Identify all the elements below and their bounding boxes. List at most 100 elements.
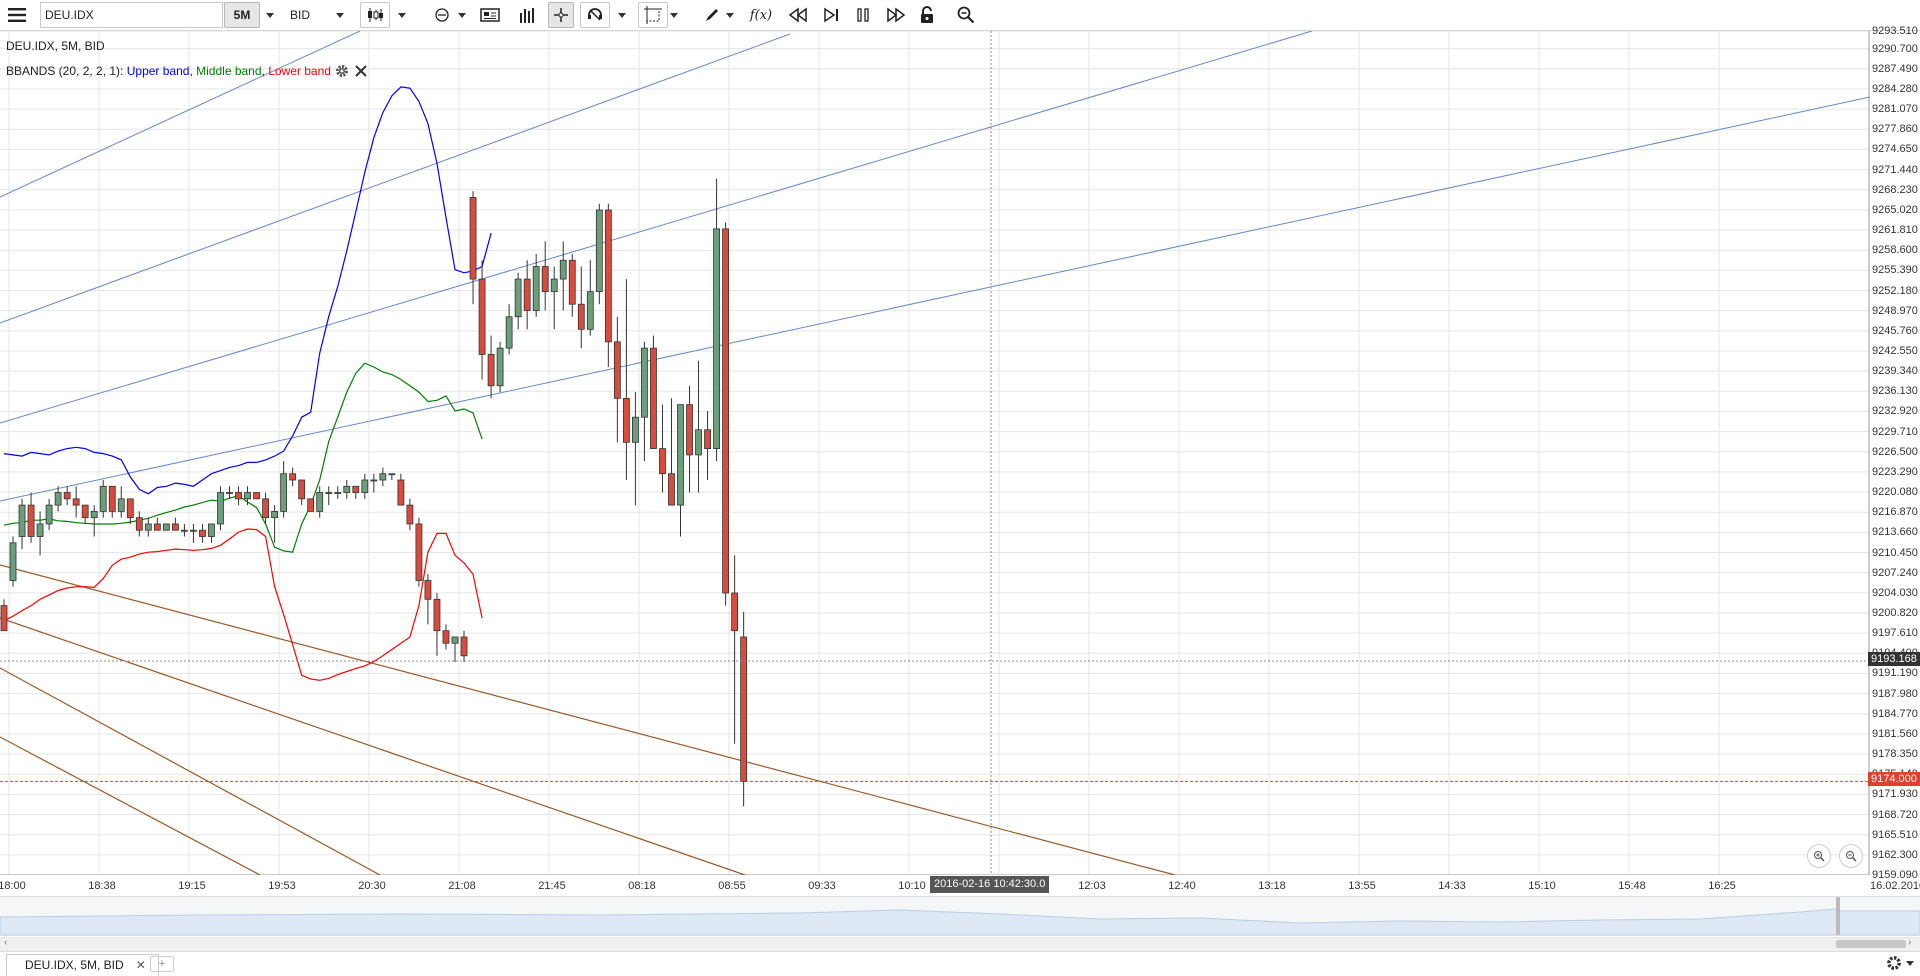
zoom-icon[interactable] — [954, 2, 978, 28]
chart-navigator[interactable] — [0, 896, 1920, 936]
candle-body — [235, 492, 242, 500]
instrument-input[interactable] — [40, 2, 223, 28]
price-tick-label: 9242.550 — [1872, 344, 1918, 357]
zoom-out-icon[interactable] — [1839, 844, 1863, 868]
crosshair-time-tag: 2016-02-16 10:42:30.0 — [930, 876, 1050, 893]
rewind-icon[interactable] — [786, 2, 810, 28]
offer-side-selector[interactable]: BID — [290, 2, 338, 28]
candle-body — [352, 485, 360, 493]
scroll-right-icon[interactable]: › — [1908, 937, 1912, 948]
period-selector[interactable]: 5M — [224, 2, 260, 28]
candle-body — [622, 397, 630, 443]
price-tick-label: 9159.090 — [1872, 869, 1918, 881]
magnet-dropdown-icon[interactable] — [614, 2, 630, 28]
lower-band-label: Lower band — [268, 64, 331, 78]
volume-icon[interactable] — [516, 2, 540, 28]
navigator-handle — [1836, 897, 1840, 935]
time-tick-label: 19:53 — [268, 880, 296, 892]
candle-body — [180, 529, 188, 532]
candle-body — [595, 209, 603, 293]
offer-side-dropdown-icon[interactable] — [332, 2, 348, 28]
time-tick-label: 13:18 — [1258, 880, 1286, 892]
drawing-frame-icon[interactable] — [638, 2, 668, 28]
upper-band-label: Upper band — [126, 64, 190, 78]
magnet-icon[interactable] — [580, 2, 610, 28]
time-tick-label: 21:08 — [448, 880, 476, 892]
zoom-in-icon[interactable] — [1807, 844, 1831, 868]
time-tick-label: 08:18 — [628, 880, 656, 892]
time-tick-label: 18:38 — [88, 880, 116, 892]
last-price-tag: 9174.000 — [1868, 772, 1920, 786]
drawing-frame-dropdown-icon[interactable] — [666, 2, 682, 28]
scroll-left-icon[interactable]: ‹ — [4, 937, 8, 948]
crosshair-mode-icon[interactable] — [432, 2, 452, 28]
candle-type-dropdown-icon[interactable] — [394, 2, 410, 28]
price-tick-label: 9287.490 — [1872, 62, 1918, 75]
chart-tabbar: DEU.IDX, 5M, BID ✕ + — [0, 951, 1920, 976]
close-icon[interactable] — [355, 65, 367, 77]
step-forward-icon[interactable] — [820, 2, 842, 28]
pause-icon[interactable] — [852, 2, 874, 28]
crosshair — [0, 31, 1870, 875]
scrollbar-thumb[interactable] — [1836, 940, 1906, 948]
candle-body — [81, 504, 89, 519]
price-chart[interactable] — [0, 31, 1870, 875]
price-tick-label: 9223.290 — [1872, 465, 1918, 478]
time-tick-label: 16:25 — [1708, 880, 1736, 892]
chart-tab[interactable]: DEU.IDX, 5M, BID ✕ — [6, 954, 159, 976]
upper-band-line — [3, 86, 492, 495]
chart-title: DEU.IDX, 5M, BID — [6, 39, 105, 53]
candle-body — [153, 523, 161, 531]
candle-body — [740, 636, 748, 782]
candle-body — [686, 404, 693, 456]
price-tick-label: 9204.030 — [1872, 586, 1918, 599]
candle-body — [271, 510, 279, 519]
settings-gear-icon[interactable] — [1886, 955, 1914, 971]
price-tick-label: 9281.070 — [1872, 103, 1918, 116]
price-tick-label: 9268.230 — [1872, 183, 1918, 196]
candle-body — [632, 416, 639, 443]
candle-body — [9, 542, 17, 581]
settings-dropdown-icon[interactable] — [1906, 960, 1914, 966]
price-tick-label: 9200.820 — [1872, 606, 1918, 619]
candle-type-icon[interactable] — [360, 2, 390, 28]
candle-body — [99, 485, 107, 512]
horizontal-scrollbar[interactable]: ‹ › — [0, 937, 1920, 951]
candle-body — [523, 278, 531, 311]
lock-icon[interactable] — [916, 2, 938, 28]
fast-forward-icon[interactable] — [884, 2, 908, 28]
cursor-icon[interactable] — [548, 2, 574, 28]
add-tab-button[interactable]: + — [150, 956, 174, 972]
price-tick-label: 9229.710 — [1872, 425, 1918, 438]
news-icon[interactable] — [478, 2, 502, 28]
time-tick-label: 15:48 — [1618, 880, 1646, 892]
candle-body — [90, 510, 98, 519]
crosshair-mode-dropdown-icon[interactable] — [454, 2, 470, 28]
function-icon[interactable]: f(x) — [749, 7, 773, 23]
price-tick-label: 9232.920 — [1872, 405, 1918, 418]
period-dropdown-icon[interactable] — [262, 2, 278, 28]
price-tick-label: 9171.930 — [1872, 788, 1918, 801]
trendline-brown — [0, 736, 261, 875]
legend-separator: , — [261, 64, 265, 78]
candle-body — [586, 291, 594, 330]
candle-body — [478, 278, 486, 355]
candle-body — [108, 485, 116, 512]
candle-body — [442, 630, 450, 644]
indicator-legend: BBANDS (20, 2, 2, 1): Upper band, Middle… — [6, 64, 367, 78]
pencil-icon[interactable] — [702, 2, 722, 28]
candle-body — [505, 316, 513, 349]
price-tick-label: 9248.970 — [1872, 304, 1918, 317]
candle-body — [370, 479, 378, 482]
time-tick-label: 13:55 — [1348, 880, 1376, 892]
trendline-blue — [0, 33, 791, 324]
time-tick-label: 14:33 — [1438, 880, 1466, 892]
tab-close-icon[interactable]: ✕ — [135, 958, 146, 972]
chart-grid — [0, 31, 1870, 875]
pencil-dropdown-icon[interactable] — [722, 2, 738, 28]
time-tick-label: 18:00 — [0, 880, 26, 892]
trendlines — [0, 31, 1870, 875]
gear-icon[interactable] — [335, 64, 349, 78]
menu-icon[interactable] — [4, 2, 30, 28]
candle-body — [641, 347, 648, 418]
